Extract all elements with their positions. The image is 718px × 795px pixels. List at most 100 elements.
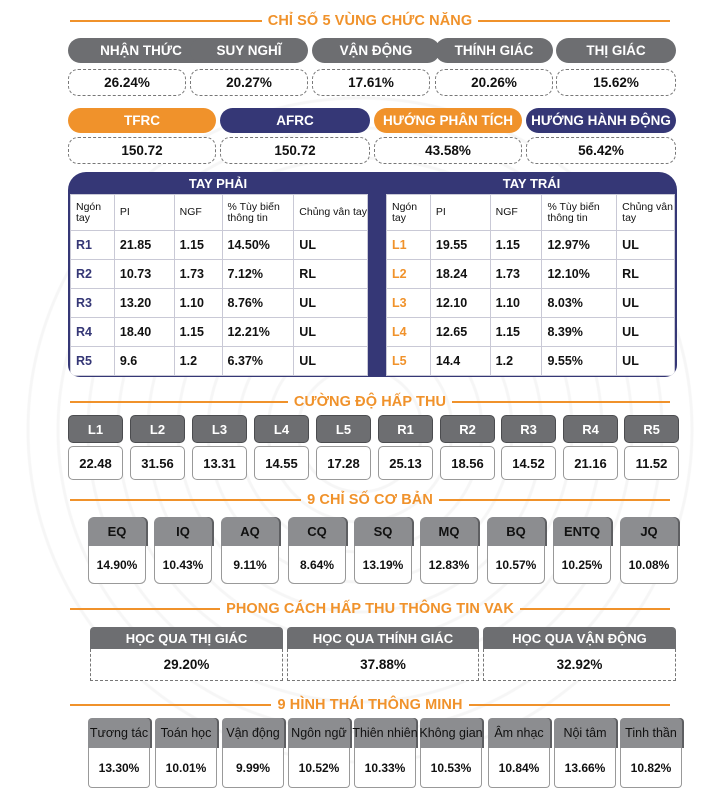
absorption-value: 31.56	[130, 446, 185, 480]
zone-label-3: VẬN ĐỘNG	[312, 38, 440, 63]
ngf-value: 1.15	[489, 230, 543, 260]
absorption-label: R3	[501, 415, 556, 443]
intelligence-label: Âm nhạc	[488, 718, 550, 748]
variation-value: 6.37%	[221, 346, 295, 376]
zone-label-1: NHẬN THỨC	[68, 38, 214, 63]
analysis-orientation-label: HƯỚNG PHÂN TÍCH	[374, 108, 522, 133]
hands-table: TAY PHẢI TAY TRÁI Ngón tay PI NGF % Tùy …	[68, 172, 677, 377]
zone-value-2: 20.27%	[190, 69, 308, 96]
tfrc-label: TFRC	[68, 108, 216, 133]
left-hand-title: TAY TRÁI	[502, 175, 561, 191]
basic-index-label: MQ	[420, 517, 478, 546]
absorption-label: L4	[254, 415, 309, 443]
table-row: L1 19.55 1.15 12.97% UL	[386, 230, 675, 260]
table-row: R3 13.20 1.10 8.76% UL	[70, 288, 368, 318]
right-hand-header-row: Ngón tay PI NGF % Tùy biến thông tin Chủ…	[70, 194, 368, 231]
ngf-value: 1.73	[173, 259, 223, 289]
absorption-value: 14.55	[254, 446, 309, 480]
col-finger: Ngón tay	[386, 194, 431, 231]
intelligence-label: Nội tâm	[554, 718, 616, 748]
intelligence-label: Tương tác	[88, 718, 150, 748]
pi-value: 9.6	[113, 346, 175, 376]
zone-label-4: THÍNH GIÁC	[435, 38, 553, 63]
absorption-value: 14.52	[501, 446, 556, 480]
absorption-label: L3	[192, 415, 247, 443]
finger-id: R4	[70, 317, 115, 347]
basic-index-value: 10.57%	[487, 546, 545, 584]
col-pi: PI	[429, 194, 491, 231]
zone-value-3: 17.61%	[312, 69, 430, 96]
vak-visual-label: HỌC QUA THỊ GIÁC	[90, 627, 283, 649]
pi-value: 21.85	[113, 230, 175, 260]
zone-value-1: 26.24%	[68, 69, 186, 96]
absorption-value: 17.28	[316, 446, 371, 480]
ngf-value: 1.10	[489, 288, 543, 318]
type-value: UL	[616, 288, 675, 318]
intelligence-value: 9.99%	[222, 748, 284, 788]
section-title-vak: PHONG CÁCH HẤP THU THÔNG TIN VAK	[70, 599, 670, 619]
absorption-value: 22.48	[68, 446, 123, 480]
intelligence-value: 13.30%	[88, 748, 150, 788]
pi-value: 10.73	[113, 259, 175, 289]
pi-value: 18.24	[429, 259, 491, 289]
absorption-label: R2	[440, 415, 495, 443]
intelligence-label: Vận động	[222, 718, 284, 748]
intelligence-label: Tinh thần	[620, 718, 682, 748]
intelligence-value: 10.84%	[488, 748, 550, 788]
afrc-value: 150.72	[220, 137, 370, 164]
right-hand-title: TAY PHẢI	[188, 175, 248, 191]
pi-value: 12.10	[429, 288, 491, 318]
right-hand-grid: Ngón tay PI NGF % Tùy biến thông tin Chủ…	[70, 194, 368, 376]
col-ngf: NGF	[489, 194, 543, 231]
finger-id: L4	[386, 317, 431, 347]
absorption-label: R1	[378, 415, 433, 443]
table-row: R4 18.40 1.15 12.21% UL	[70, 317, 368, 347]
absorption-value: 11.52	[624, 446, 679, 480]
absorption-label: L2	[130, 415, 185, 443]
ngf-value: 1.15	[173, 230, 223, 260]
vak-visual-value: 29.20%	[90, 649, 283, 681]
type-value: UL	[616, 317, 675, 347]
basic-index-value: 13.19%	[354, 546, 412, 584]
pi-value: 12.65	[429, 317, 491, 347]
analysis-orientation-value: 43.58%	[374, 137, 522, 164]
ngf-value: 1.10	[173, 288, 223, 318]
basic-index-label: EQ	[88, 517, 146, 546]
absorption-label: R4	[563, 415, 618, 443]
intelligence-value: 10.33%	[354, 748, 416, 788]
absorption-label: R5	[624, 415, 679, 443]
table-row: L2 18.24 1.73 12.10% RL	[386, 259, 675, 289]
absorption-value: 18.56	[440, 446, 495, 480]
left-hand-header-row: Ngón tay PI NGF % Tùy biến thông tin Chủ…	[386, 194, 675, 231]
basic-index-label: ENTQ	[553, 517, 611, 546]
ngf-value: 1.2	[173, 346, 223, 376]
pi-value: 13.20	[113, 288, 175, 318]
finger-id: L3	[386, 288, 431, 318]
intelligence-value: 10.53%	[420, 748, 482, 788]
variation-value: 8.39%	[541, 317, 618, 347]
table-row: L5 14.4 1.2 9.55% UL	[386, 346, 675, 376]
action-orientation-label: HƯỚNG HÀNH ĐỘNG	[526, 108, 676, 133]
table-row: L4 12.65 1.15 8.39% UL	[386, 317, 675, 347]
ngf-value: 1.15	[489, 317, 543, 347]
zone-label-2: SUY NGHĨ	[190, 38, 308, 63]
variation-value: 8.76%	[221, 288, 295, 318]
basic-index-label: BQ	[487, 517, 545, 546]
vak-kinesthetic-label: HỌC QUA VẬN ĐỘNG	[483, 627, 676, 649]
finger-id: R2	[70, 259, 115, 289]
col-pi: PI	[113, 194, 175, 231]
section-title-functional-zones: CHỈ SỐ 5 VÙNG CHỨC NĂNG	[70, 11, 670, 31]
type-value: UL	[293, 346, 368, 376]
finger-id: L5	[386, 346, 431, 376]
basic-index-label: AQ	[221, 517, 279, 546]
ngf-value: 1.15	[173, 317, 223, 347]
zone-value-4: 20.26%	[435, 69, 553, 96]
type-value: UL	[293, 317, 368, 347]
variation-value: 8.03%	[541, 288, 618, 318]
intelligence-label: Không gian	[419, 718, 483, 748]
basic-index-label: IQ	[154, 517, 212, 546]
col-type: Chủng vân tay	[293, 194, 368, 231]
basic-index-value: 10.43%	[154, 546, 212, 584]
variation-value: 7.12%	[221, 259, 295, 289]
vak-kinesthetic-value: 32.92%	[483, 649, 676, 681]
